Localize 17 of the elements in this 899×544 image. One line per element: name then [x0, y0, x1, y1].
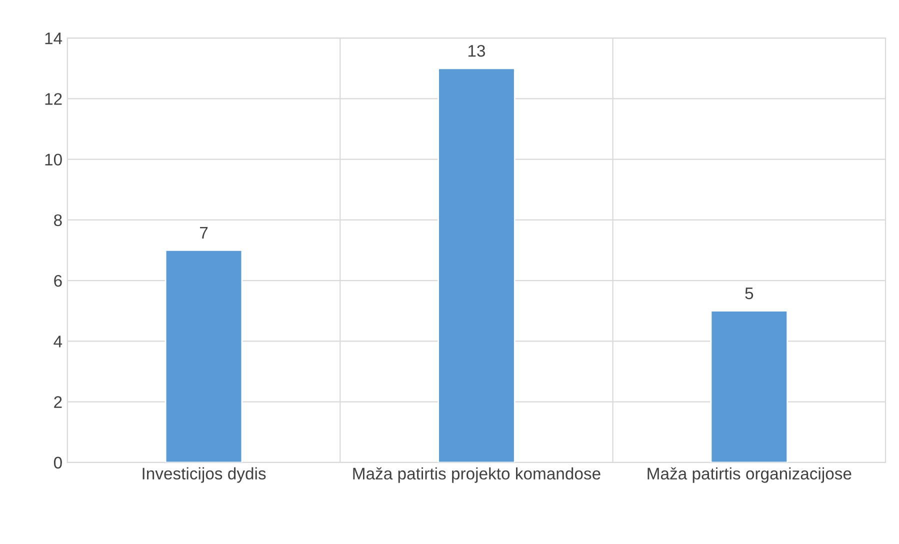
- y-tick-label: 0: [54, 456, 62, 469]
- x-tick-label: Investicijos dydis: [142, 467, 266, 483]
- y-tick-label: 12: [45, 93, 62, 105]
- x-tick-label: Maža patirtis projekto komandose: [353, 467, 600, 483]
- bar: [710, 310, 788, 462]
- data-label: 7: [200, 226, 208, 238]
- data-label: 5: [745, 288, 754, 300]
- y-tick-label: 2: [54, 396, 62, 408]
- y-tick-label: 14: [45, 32, 62, 44]
- data-label: 13: [468, 44, 486, 57]
- x-tick-label: Maža patirtis organizacijose: [648, 467, 852, 483]
- bar: [438, 68, 516, 462]
- y-tick-label: 6: [54, 274, 62, 287]
- y-tick-label: 4: [54, 336, 62, 348]
- y-tick-label: 10: [45, 154, 62, 166]
- y-tick-label: 8: [54, 214, 62, 226]
- bar: [164, 250, 243, 462]
